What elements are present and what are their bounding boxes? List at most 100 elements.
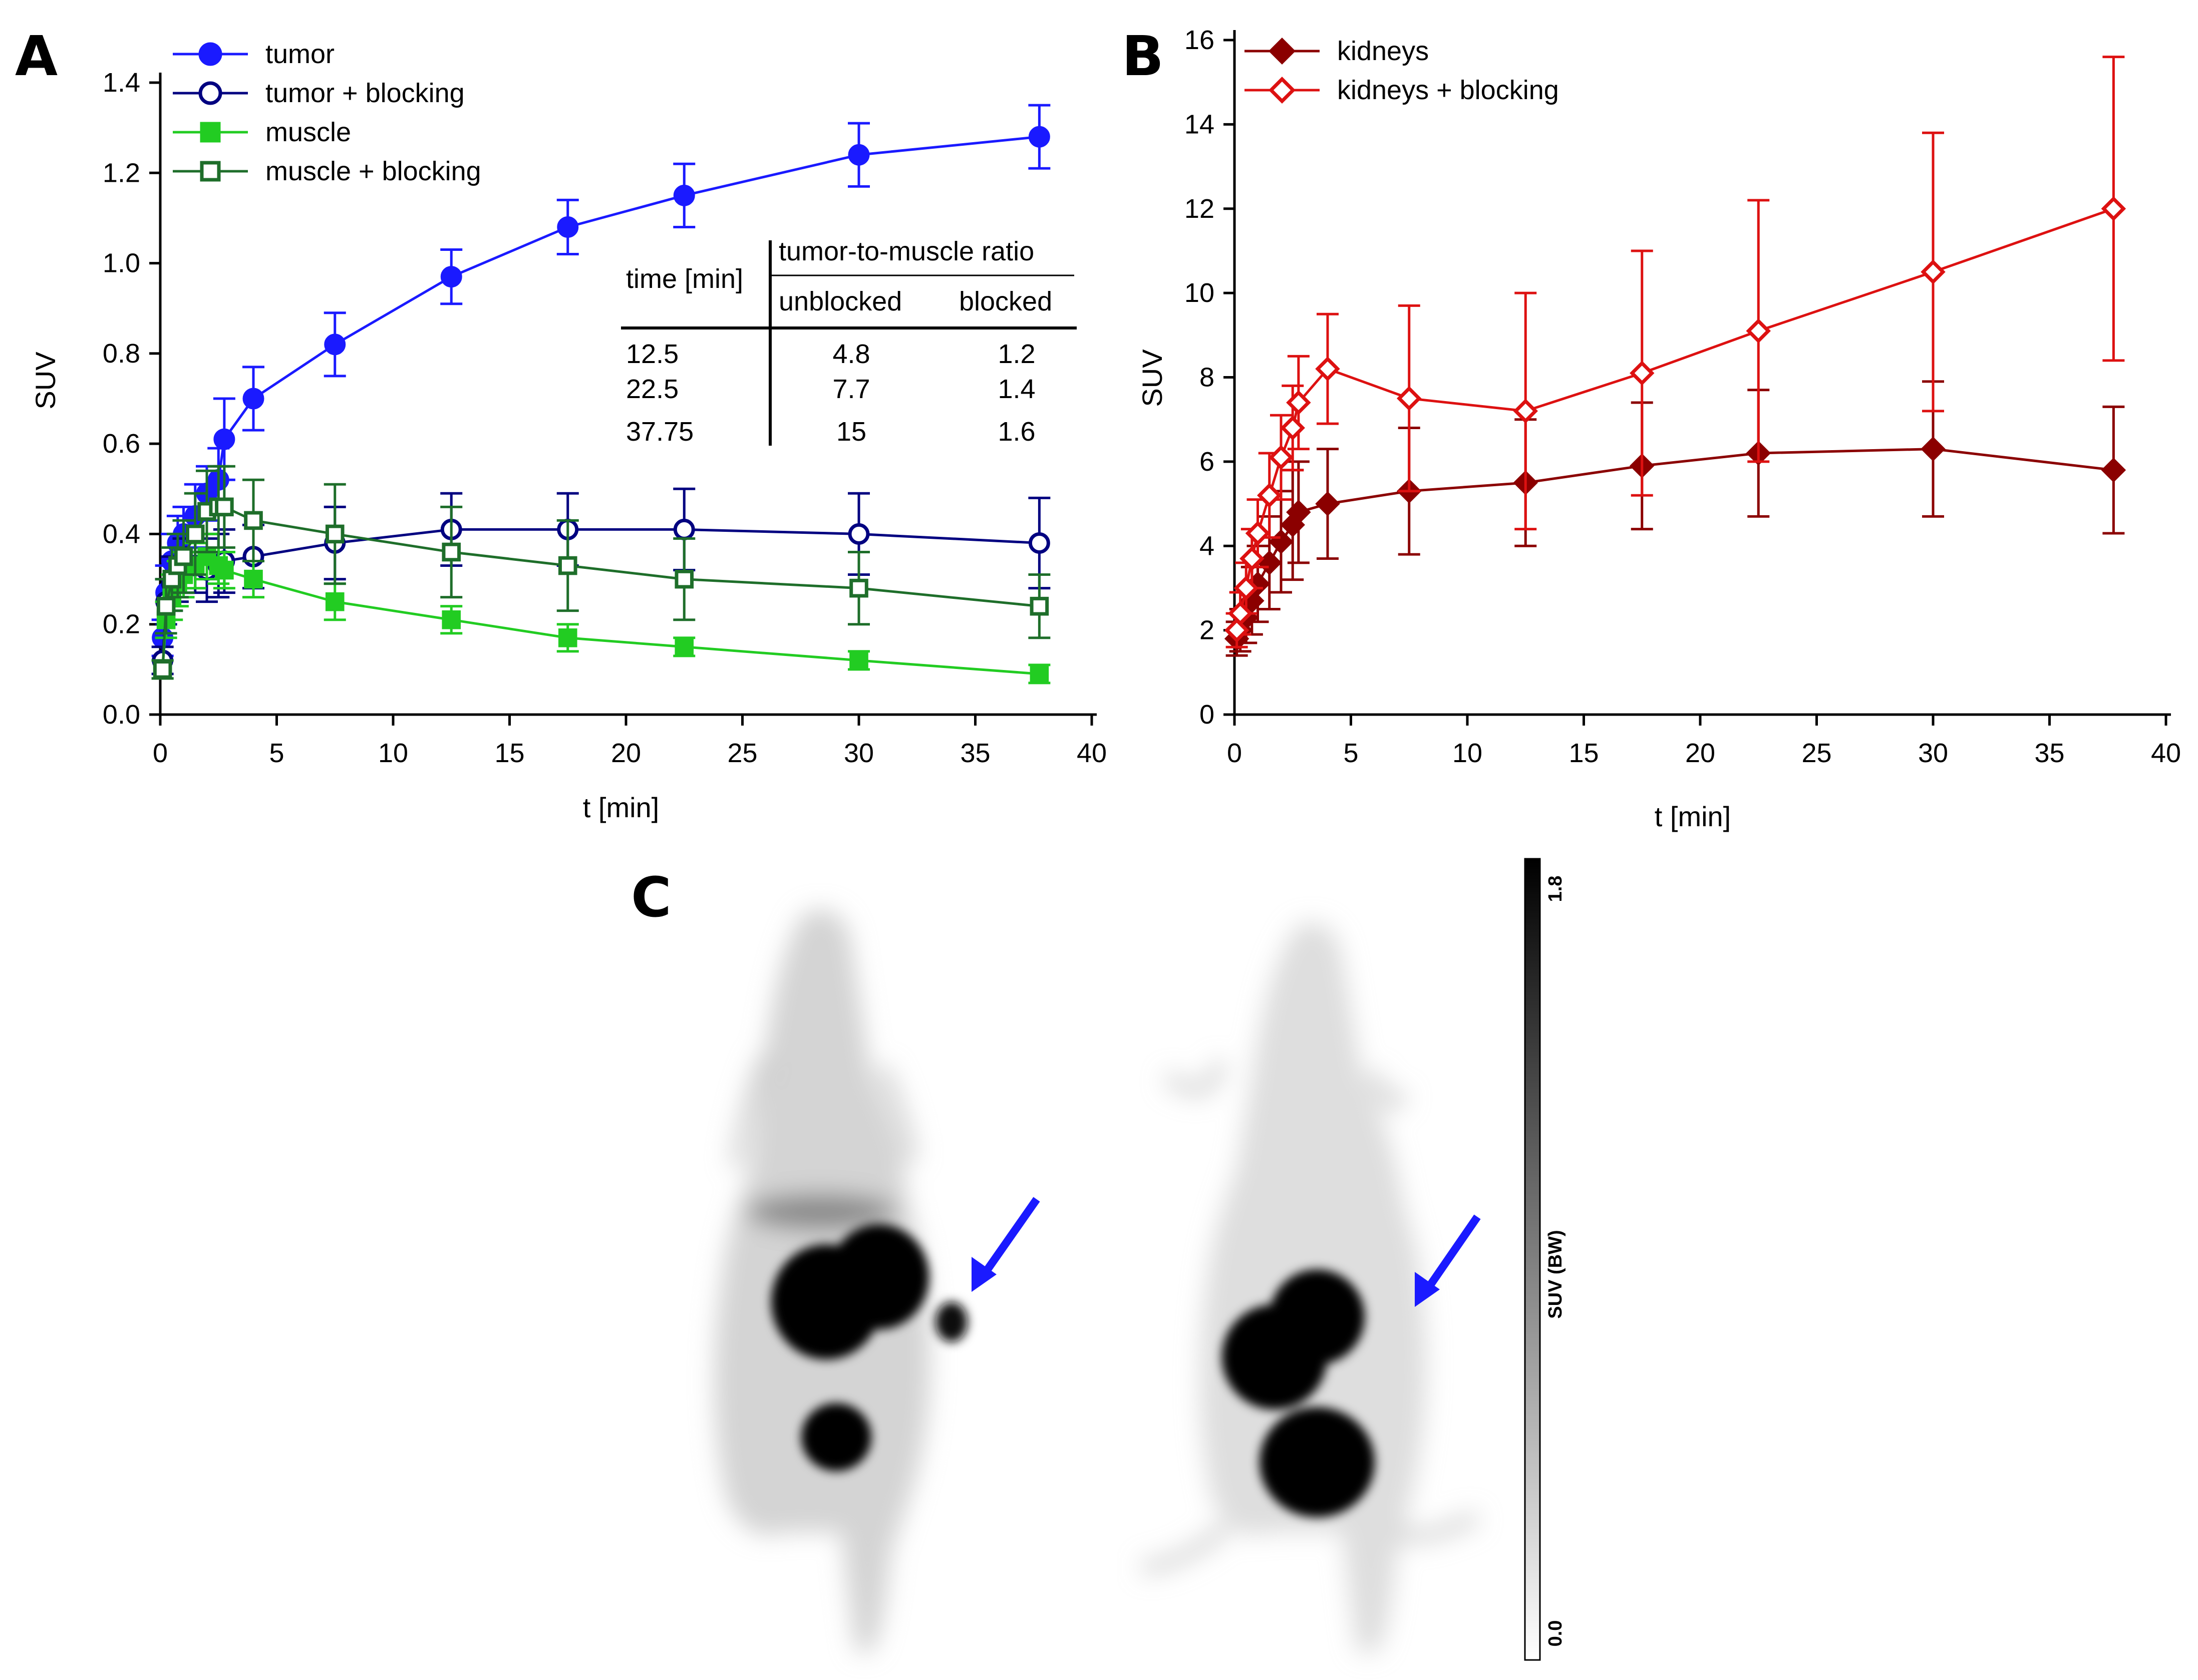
- series-muscle-blocking: [151, 465, 1051, 680]
- data-point: [215, 560, 234, 580]
- data-point: [325, 524, 345, 544]
- hot-spots: [1222, 1269, 1375, 1517]
- chart-b-plot: [1224, 56, 2126, 657]
- data-point: [1315, 356, 1340, 382]
- ratio-table-cell: 37.75: [626, 417, 694, 447]
- y-tick-label: 10: [1184, 278, 1214, 308]
- data-point: [242, 388, 264, 410]
- x-tick-label: 25: [1801, 738, 1831, 768]
- data-point: [324, 333, 346, 356]
- x-tick-label: 30: [844, 738, 874, 768]
- y-tick-label: 0: [1199, 700, 1214, 730]
- colorbar-min-label: 0.0: [1545, 1620, 1566, 1647]
- legend-label: tumor + blocking: [265, 78, 465, 108]
- y-tick-label: 0.4: [103, 519, 140, 549]
- data-point: [1233, 575, 1259, 601]
- ratio-table-group-header: tumor-to-muscle ratio: [779, 236, 1034, 266]
- y-tick-label: 0.6: [103, 429, 140, 459]
- legend-marker: [198, 81, 222, 105]
- chart-a-legend: tumor tumor + blocking muscle muscle + bloc…: [173, 39, 481, 186]
- ratio-table-blocked-header: blocked: [959, 286, 1052, 316]
- panel-c-label: C: [631, 865, 672, 929]
- pet-image-unblocked: [714, 909, 1040, 1652]
- legend-label: kidneys + blocking: [1337, 75, 1559, 105]
- y-tick-label: 14: [1184, 109, 1214, 139]
- y-tick-label: 0.0: [103, 700, 140, 730]
- data-point: [440, 266, 462, 288]
- ratio-table-cell: 22.5: [626, 374, 679, 404]
- data-point: [848, 144, 870, 166]
- legend-marker: [200, 122, 221, 143]
- data-point: [174, 547, 193, 566]
- data-point: [1224, 617, 1249, 643]
- data-point: [1028, 532, 1050, 554]
- x-tick-label: 10: [378, 738, 408, 768]
- data-point: [1245, 521, 1271, 546]
- legend-marker: [200, 161, 221, 182]
- data-point: [1746, 318, 1771, 344]
- data-point: [1269, 445, 1294, 470]
- x-tick-label: 5: [269, 738, 284, 768]
- data-point: [156, 596, 176, 616]
- data-point: [1269, 529, 1294, 554]
- series-line: [1235, 448, 2114, 639]
- chart-a: 0 5 10 15 20 25 30 35 40 0.0 0.2 0.4 0.6 0.8 1.0 1.2 1.4…: [30, 39, 1107, 823]
- colorbar-max-label: 1.8: [1545, 876, 1566, 902]
- y-tick-label: 1.4: [103, 68, 140, 98]
- y-tick-label: 16: [1184, 25, 1214, 55]
- series-muscle: [151, 532, 1051, 685]
- data-point: [213, 428, 235, 450]
- tumor-arrow-icon: [1424, 1214, 1481, 1292]
- x-tick-label: 20: [611, 738, 641, 768]
- chart-a-plot: [151, 104, 1051, 685]
- chart-b-legend: kidneys kidneys + blocking: [1244, 36, 1559, 105]
- colorbar-gradient: [1524, 858, 1541, 1661]
- ratio-table-cell: 1.4: [998, 374, 1035, 404]
- legend-label: kidneys: [1337, 36, 1429, 66]
- tumor-arrow-head-icon: [1415, 1272, 1440, 1307]
- ratio-table-cell: 4.8: [832, 339, 870, 369]
- ratio-table: time [min] tumor-to-muscle ratio unblock…: [621, 236, 1077, 447]
- series-kidneys-blocking: [1224, 56, 2126, 648]
- data-point: [1257, 550, 1282, 575]
- ratio-table-row: 12.5 4.8 1.2: [626, 339, 1036, 369]
- series-tumor: [151, 104, 1051, 657]
- x-tick-label: 10: [1452, 738, 1482, 768]
- series-kidneys: [1224, 380, 2126, 657]
- data-point: [2101, 196, 2126, 221]
- data-point: [325, 592, 345, 611]
- y-tick-label: 8: [1199, 363, 1214, 393]
- data-point: [1397, 386, 1422, 411]
- x-tick-label: 0: [153, 738, 168, 768]
- data-point: [673, 184, 695, 206]
- series-line: [1235, 207, 2114, 631]
- ratio-table-unblocked-header: unblocked: [779, 286, 902, 316]
- data-point: [1513, 399, 1538, 424]
- legend-marker: [198, 42, 222, 66]
- y-tick-label: 6: [1199, 447, 1214, 477]
- data-point: [153, 660, 172, 679]
- data-point: [849, 578, 868, 598]
- data-point: [1921, 259, 1946, 284]
- series-line: [161, 555, 1040, 676]
- data-point: [675, 637, 694, 656]
- ratio-table-cell: 1.2: [998, 339, 1035, 369]
- ratio-table-row: 22.5 7.7 1.4: [626, 374, 1036, 404]
- data-point: [1227, 601, 1253, 626]
- x-tick-label: 0: [1227, 738, 1242, 768]
- data-point: [1030, 664, 1049, 684]
- y-tick-label: 12: [1184, 194, 1214, 224]
- ratio-table-time-header: time [min]: [626, 264, 743, 294]
- chart-a-xlabel: t [min]: [583, 792, 659, 823]
- y-tick-label: 4: [1199, 531, 1214, 561]
- panel-b-label: B: [1122, 24, 1164, 88]
- colorbar-label: SUV (BW): [1545, 1230, 1566, 1318]
- legend-label: muscle: [265, 117, 351, 147]
- y-tick-label: 0.2: [103, 609, 140, 639]
- data-point: [848, 523, 870, 545]
- pet-images: 1.8 SUV (BW) 0.0: [714, 858, 1566, 1661]
- data-point: [673, 518, 695, 540]
- data-point: [1286, 500, 1311, 525]
- tumor-arrow-icon: [981, 1197, 1040, 1277]
